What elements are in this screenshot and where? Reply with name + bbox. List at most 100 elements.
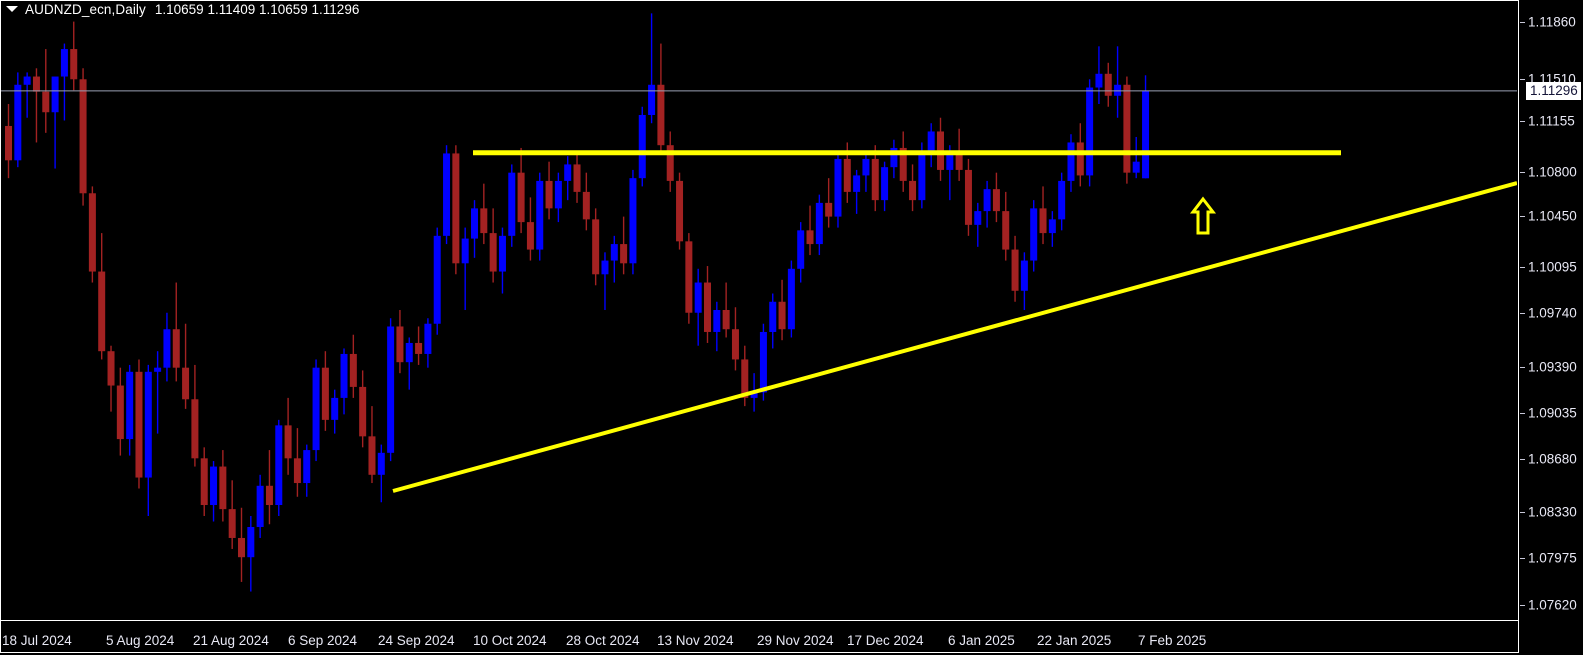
candle-body <box>163 329 171 368</box>
candle-body <box>219 466 227 510</box>
candle-body <box>554 180 562 209</box>
time-tick-label: 21 Aug 2024 <box>193 633 269 648</box>
candle-body <box>871 158 879 201</box>
candle-body <box>210 466 218 506</box>
candle-body <box>853 175 861 192</box>
candle-body <box>713 310 721 332</box>
candle-body <box>964 169 972 225</box>
candle-body <box>750 392 758 398</box>
candle-body <box>657 84 665 146</box>
candle-body <box>564 164 572 181</box>
candle-body <box>14 84 22 161</box>
candle-body <box>508 172 516 236</box>
candle-body <box>172 329 180 368</box>
candle-body <box>1086 87 1094 176</box>
candle-body <box>731 329 739 360</box>
time-tick-label: 10 Oct 2024 <box>473 633 547 648</box>
annotations-group <box>1 90 1517 493</box>
candle-body <box>918 150 926 201</box>
candle-body <box>927 131 935 151</box>
candle-body <box>396 326 404 363</box>
candle-body <box>60 49 68 77</box>
candle-body <box>638 114 646 179</box>
price-tick-label: 1.08330 <box>1528 504 1577 520</box>
price-tick <box>1520 413 1525 414</box>
price-tick-label: 1.11860 <box>1528 14 1576 30</box>
price-tick-label: 1.11155 <box>1528 113 1575 129</box>
buy-arrow-marker[interactable] <box>1189 196 1217 235</box>
candle-body <box>573 164 581 192</box>
candle-body <box>461 238 469 264</box>
candle-body <box>42 91 50 113</box>
candle-body <box>946 150 954 170</box>
candle-body <box>1058 180 1066 220</box>
time-tick-label: 29 Nov 2024 <box>757 633 834 648</box>
candle-body <box>1011 249 1019 291</box>
candle-body <box>312 367 320 451</box>
candle-body <box>489 233 497 272</box>
candle-body <box>769 301 777 332</box>
candle-body <box>228 509 236 538</box>
price-tick-label: 1.07975 <box>1528 550 1577 566</box>
price-tick <box>1520 605 1525 606</box>
candle-body <box>303 450 311 484</box>
price-tick-label: 1.09390 <box>1528 359 1577 375</box>
candle-body <box>405 342 413 363</box>
price-tick <box>1520 558 1525 559</box>
price-tick <box>1520 121 1525 122</box>
candle-body <box>685 241 693 313</box>
candle-body <box>890 147 898 168</box>
candle-body <box>1132 161 1140 173</box>
candle-body <box>815 202 823 245</box>
price-scale[interactable]: 1.11860 1.11510 1.11155 1.10800 1.10450 1.100… <box>1520 0 1583 620</box>
candle-body <box>443 153 451 236</box>
time-tick-label: 28 Oct 2024 <box>566 633 640 648</box>
time-tick-label: 24 Sep 2024 <box>378 633 455 648</box>
price-tick-label: 1.09035 <box>1528 405 1577 421</box>
candle-body <box>536 180 544 250</box>
price-tick <box>1520 172 1525 173</box>
price-tick <box>1520 512 1525 513</box>
candles-group <box>5 13 1150 592</box>
chart-frame <box>0 0 1519 653</box>
time-scale[interactable]: 18 Jul 2024 5 Aug 2024 21 Aug 2024 6 Sep 20… <box>0 620 1519 654</box>
price-tick <box>1520 216 1525 217</box>
candle-body <box>741 359 749 398</box>
time-tick-label: 6 Sep 2024 <box>288 633 358 648</box>
candle-body <box>1048 219 1056 234</box>
candle-body <box>471 208 478 239</box>
price-tick-label: 1.10450 <box>1528 208 1577 224</box>
candle-body <box>517 172 525 223</box>
price-tick-label: 1.09740 <box>1528 305 1577 321</box>
candle-body <box>200 458 208 506</box>
chevron-down-icon[interactable] <box>6 6 18 12</box>
candle-body <box>1114 84 1122 96</box>
price-tick <box>1520 459 1525 460</box>
price-tick <box>1520 79 1525 80</box>
candle-body <box>620 244 628 264</box>
candle-body <box>424 323 432 354</box>
candle-body <box>98 271 106 352</box>
time-tick-label: 18 Jul 2024 <box>2 633 72 648</box>
ascending-support-trendline[interactable] <box>392 181 1517 493</box>
candle-body <box>79 79 87 194</box>
candle-body <box>1076 142 1084 176</box>
candle-body <box>676 180 684 242</box>
chart-plot-area[interactable] <box>1 1 1517 619</box>
price-tick <box>1520 313 1525 314</box>
candle-body <box>648 84 656 115</box>
candle-body <box>377 452 385 475</box>
candle-body <box>526 222 534 250</box>
candle-body <box>415 342 423 354</box>
candle-body <box>51 76 59 113</box>
candle-body <box>340 353 348 398</box>
candle-body <box>545 180 553 209</box>
candle-body <box>5 125 12 161</box>
price-tick <box>1520 22 1525 23</box>
candle-body <box>135 371 143 478</box>
candle-body <box>126 371 134 440</box>
candle-body <box>759 331 767 393</box>
ohlc-values-label: 1.10659 1.11409 1.10659 1.11296 <box>154 1 360 17</box>
candle-body <box>601 260 609 275</box>
